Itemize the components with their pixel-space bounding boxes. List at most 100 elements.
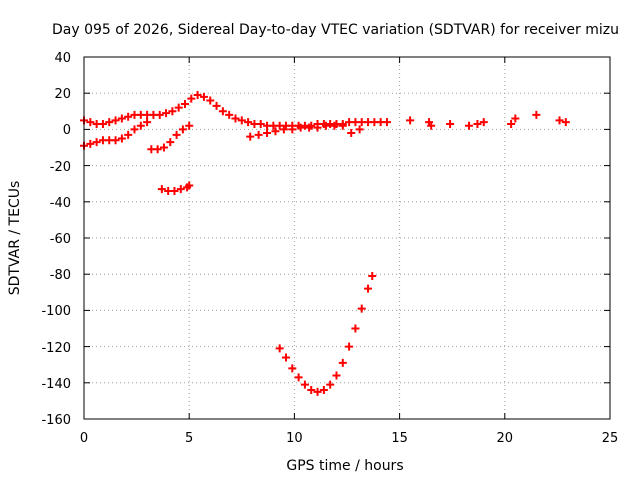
x-tick-label: 10 [286,431,303,446]
x-tick-label: 0 [80,431,88,446]
data-point [155,110,164,119]
series-afternoon-band [246,121,364,141]
data-point [124,130,133,139]
data-point [117,114,126,123]
data-point [406,116,415,125]
axis-ticks [83,56,611,420]
data-point [561,118,570,127]
series-sparse-points [406,110,570,130]
data-point [159,143,168,152]
data-point [212,101,221,110]
data-point [174,103,183,112]
data-point [225,110,234,119]
data-point [136,121,145,130]
data-point [244,118,253,127]
data-point [319,386,328,395]
data-point [357,304,366,313]
data-point [218,107,227,116]
data-point [256,119,265,128]
y-tick-label: 0 [63,123,71,138]
data-point [170,186,179,195]
data-point [187,94,196,103]
data-point [382,118,391,127]
data-point [473,119,482,128]
data-point [479,118,488,127]
data-point [507,119,516,128]
x-tick-label: 25 [602,431,619,446]
data-point [288,125,297,134]
data-point [326,380,335,389]
data-point [555,116,564,125]
y-tick-label: -80 [50,268,71,283]
data-point [185,181,194,190]
data-point [246,132,255,141]
y-axis-label: SDTVAR / TECUs [7,181,23,296]
data-point [532,110,541,119]
data-point [153,145,162,154]
data-point [294,373,303,382]
y-tick-label: -120 [41,341,71,356]
data-point [111,116,120,125]
data-point [237,116,246,125]
data-point [275,344,284,353]
series-second-arc [147,121,194,154]
data-point [281,353,290,362]
data-point [368,272,377,281]
data-point [279,125,288,134]
x-tick-label: 15 [391,431,408,446]
data-point [162,109,171,118]
data-point [332,371,341,380]
grid-lines [84,57,610,419]
data-point [130,125,139,134]
series-deep-arc [275,272,377,396]
data-point [105,118,114,127]
data-point [143,118,152,127]
data-point [345,342,354,351]
data-point [446,119,455,128]
data-point [330,121,339,130]
x-tick-label: 20 [497,431,514,446]
x-tick-labels: 0 5 10 15 20 25 [80,431,618,446]
data-points [80,91,570,396]
data-point [313,387,322,396]
data-point [300,380,309,389]
data-point [347,129,356,138]
y-tick-labels: 40 20 0 -20 -40 -60 -80 -100 -120 -140 -… [41,51,71,428]
x-axis-label: GPS time / hours [286,458,403,474]
y-tick-label: -160 [41,413,71,428]
data-point [427,121,436,130]
data-point [168,107,177,116]
data-point [351,324,360,333]
data-point [307,386,316,395]
y-tick-label: -20 [50,160,71,175]
data-point [511,114,520,123]
data-point [296,123,305,132]
data-point [305,123,314,132]
data-point [199,92,208,101]
series-low-segment [157,181,194,195]
y-tick-label: -140 [41,377,71,392]
y-tick-label: 40 [54,51,71,66]
data-point [117,134,126,143]
data-point [364,284,373,293]
data-point [176,185,185,194]
data-point [231,114,240,123]
data-point [157,185,166,194]
data-point [124,112,133,121]
y-tick-label: -40 [50,196,71,211]
data-point [178,125,187,134]
data-point [180,100,189,109]
series-main-band [80,91,391,130]
data-point [338,121,347,130]
y-tick-label: -100 [41,304,71,319]
data-point [271,127,280,136]
plot-frame [83,56,611,420]
data-point [313,123,322,132]
data-point [185,121,194,130]
data-point [86,139,95,148]
y-tick-label: 20 [54,87,71,102]
data-point [263,129,272,138]
data-point [338,358,347,367]
data-point [321,121,330,130]
